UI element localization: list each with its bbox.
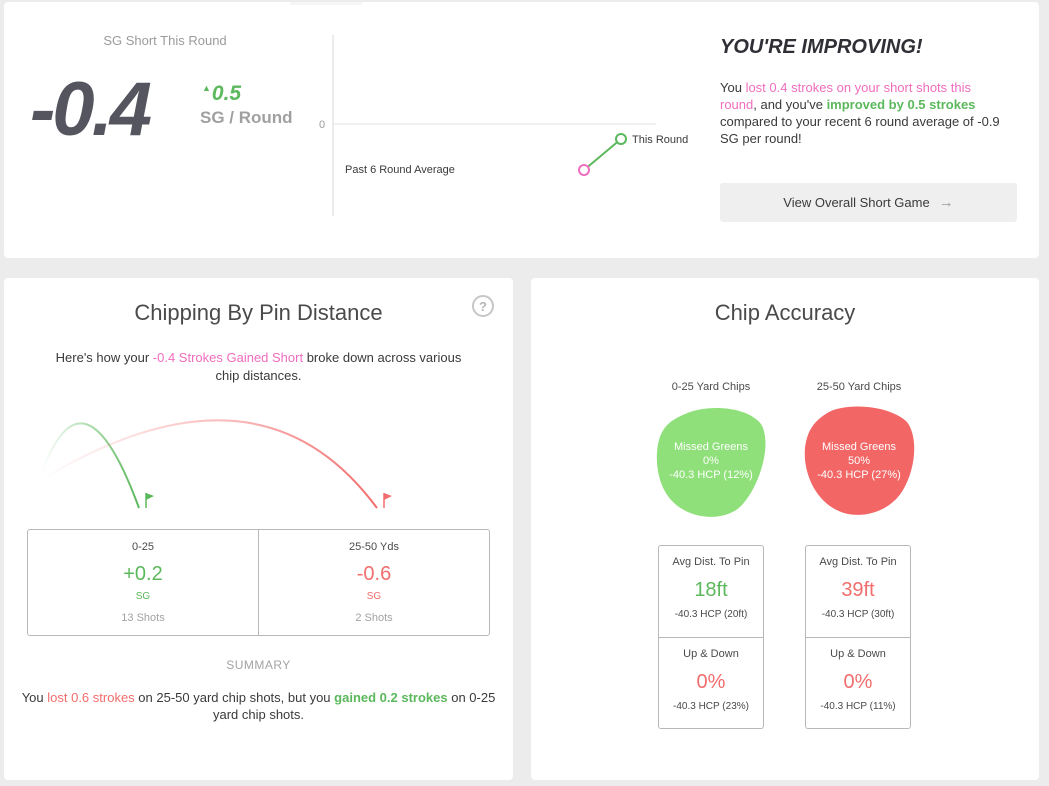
up-and-down-label: Up & Down bbox=[830, 648, 886, 660]
avg-dist-label: Avg Dist. To Pin bbox=[672, 556, 750, 568]
help-icon[interactable]: ? bbox=[472, 295, 494, 317]
missed-greens-blob-red bbox=[804, 406, 915, 515]
distance-label: 25-50 Yds bbox=[349, 541, 399, 553]
avg-dist-hcp: -40.3 HCP (20ft) bbox=[674, 609, 748, 620]
strokes-lost-highlight: lost 0.4 strokes on your short shots thi… bbox=[720, 80, 971, 112]
sg-short-label: SG Short This Round bbox=[103, 33, 227, 48]
tab-indicator bbox=[290, 2, 362, 5]
avg-dist-hcp: -40.3 HCP (30ft) bbox=[821, 609, 895, 620]
summary-heading: SUMMARY bbox=[226, 658, 291, 672]
zero-tick-label: 0 bbox=[319, 119, 325, 131]
summary-part: You bbox=[21, 690, 48, 705]
chipping-by-pin-distance-card: Chipping By Pin Distance ? Here's how yo… bbox=[4, 278, 513, 780]
arrow-right-icon: → bbox=[938, 194, 954, 211]
sg-unit-label: SG / Round bbox=[200, 108, 293, 127]
intro-text: broke down across various chip distances… bbox=[215, 350, 462, 383]
past-average-point bbox=[578, 164, 590, 176]
summary-part: on 0-25 yard chip shots. bbox=[212, 690, 496, 722]
missed-greens-title: Missed Greens bbox=[674, 441, 748, 453]
up-and-down-value: 0% bbox=[843, 671, 873, 693]
view-overall-short-game-button[interactable]: View Overall Short Game → bbox=[720, 183, 1017, 222]
shot-count: 13 Shots bbox=[121, 612, 165, 624]
missed-greens-title: Missed Greens bbox=[822, 441, 896, 453]
sg-short-summary-card: SG Short This Round -0.4 ▲0.5 SG / Round… bbox=[4, 2, 1039, 258]
summary-text: You lost 0.6 strokes on 25-50 yard chip … bbox=[18, 689, 499, 723]
missed-greens-percent: 0% bbox=[703, 455, 719, 467]
this-round-point bbox=[615, 133, 627, 145]
up-and-down-value: 0% bbox=[696, 671, 726, 693]
message-text: , and you've bbox=[753, 97, 827, 112]
sg-value: +0.2 bbox=[123, 563, 163, 585]
sg-delta: ▲0.5 bbox=[202, 82, 241, 106]
summary-part: on 25-50 yard chip shots, but you bbox=[134, 690, 335, 705]
sg-value: -0.6 bbox=[356, 563, 392, 585]
strokes-gained-highlight: gained 0.2 strokes bbox=[334, 690, 448, 705]
card-title: Chip Accuracy bbox=[714, 300, 856, 325]
chipping-intro: Here's how your -0.4 Strokes Gained Shor… bbox=[44, 349, 473, 385]
message-text: You bbox=[720, 80, 746, 95]
missed-greens-percent: 50% bbox=[847, 455, 871, 467]
green-flag-icon bbox=[145, 493, 154, 508]
message-text: compared to your recent 6 round average … bbox=[720, 114, 1000, 146]
this-round-line bbox=[583, 138, 622, 171]
intro-text: Here's how your bbox=[55, 350, 153, 365]
distance-breakdown-table: 0-25 +0.2 SG 13 Shots 25-50 Yds -0.6 SG … bbox=[27, 529, 490, 636]
up-and-down-hcp: -40.3 HCP (11%) bbox=[820, 701, 896, 712]
short-chip-arc bbox=[40, 422, 140, 509]
up-and-down-cell: Up & Down 0% -40.3 HCP (23%) bbox=[659, 637, 763, 729]
up-and-down-hcp: -40.3 HCP (23%) bbox=[673, 701, 749, 712]
chip-accuracy-card: Chip Accuracy 0-25 Yard Chips Missed Gre… bbox=[531, 278, 1039, 780]
avg-dist-cell: Avg Dist. To Pin 39ft -40.3 HCP (30ft) bbox=[806, 546, 910, 638]
sg-short-value: -0.4 bbox=[30, 67, 152, 152]
strokes-lost-highlight: lost 0.6 strokes bbox=[47, 690, 135, 705]
past-average-label: Past 6 Round Average bbox=[345, 164, 455, 176]
avg-dist-label: Avg Dist. To Pin bbox=[819, 556, 897, 568]
improvement-headline: YOU'RE IMPROVING! bbox=[720, 36, 923, 58]
up-and-down-cell: Up & Down 0% -40.3 HCP (11%) bbox=[806, 637, 910, 729]
avg-dist-value: 39ft bbox=[841, 579, 875, 601]
missed-greens-blob-green bbox=[656, 408, 766, 517]
button-label: View Overall Short Game bbox=[783, 195, 930, 210]
sg-unit: SG bbox=[135, 591, 151, 602]
triangle-up-icon: ▲ bbox=[202, 83, 211, 93]
sg-unit: SG bbox=[366, 591, 382, 602]
chip-stats-box: Avg Dist. To Pin 39ft -40.3 HCP (30ft) U… bbox=[805, 545, 911, 729]
missed-greens-info: Missed Greens 50% -40.3 HCP (27%) bbox=[789, 440, 929, 482]
card-title: Chipping By Pin Distance bbox=[134, 300, 383, 325]
chip-trajectory-illustration bbox=[40, 419, 392, 509]
improvement-message: You lost 0.4 strokes on your short shots… bbox=[720, 79, 1010, 147]
sg-trend-chart: 0 Past 6 Round Average This Round bbox=[319, 35, 688, 216]
strokes-improved-highlight: improved by 0.5 strokes bbox=[826, 97, 976, 112]
distance-column-25-50: 25-50 Yds -0.6 SG 2 Shots bbox=[258, 530, 489, 635]
avg-dist-value: 18ft bbox=[694, 579, 728, 601]
sg-delta-value: 0.5 bbox=[211, 82, 242, 105]
red-flag-icon bbox=[383, 493, 392, 508]
missed-greens-hcp: -40.3 HCP (12%) bbox=[669, 469, 753, 481]
long-chip-arc bbox=[40, 419, 378, 509]
chip-range-label: 0-25 Yard Chips bbox=[671, 381, 751, 393]
shot-count: 2 Shots bbox=[355, 612, 393, 624]
avg-dist-cell: Avg Dist. To Pin 18ft -40.3 HCP (20ft) bbox=[659, 546, 763, 638]
chip-range-label: 25-50 Yard Chips bbox=[816, 381, 902, 393]
distance-column-0-25: 0-25 +0.2 SG 13 Shots bbox=[28, 530, 258, 635]
up-and-down-label: Up & Down bbox=[683, 648, 739, 660]
distance-label: 0-25 bbox=[131, 541, 155, 553]
this-round-label: This Round bbox=[632, 134, 688, 146]
chip-stats-box: Avg Dist. To Pin 18ft -40.3 HCP (20ft) U… bbox=[658, 545, 764, 729]
missed-greens-hcp: -40.3 HCP (27%) bbox=[817, 469, 901, 481]
strokes-gained-highlight: -0.4 Strokes Gained Short bbox=[152, 350, 304, 365]
missed-greens-info: Missed Greens 0% -40.3 HCP (12%) bbox=[641, 440, 781, 482]
